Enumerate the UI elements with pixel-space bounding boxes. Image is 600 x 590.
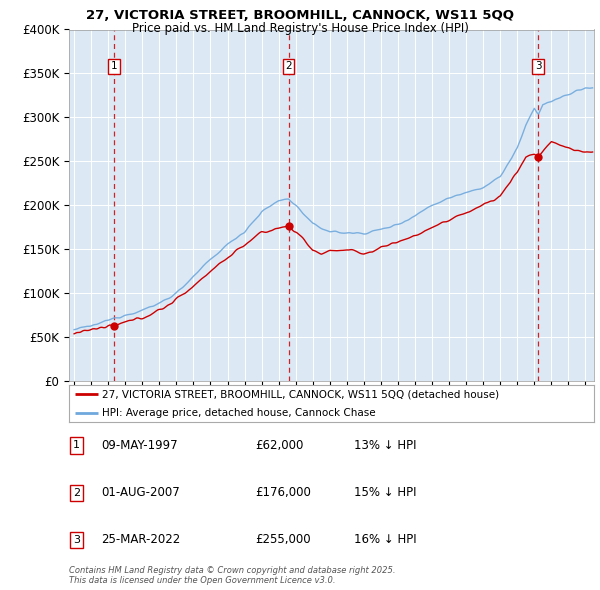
Text: 2: 2 [285,61,292,71]
Text: 3: 3 [73,535,80,545]
Text: £255,000: £255,000 [255,533,311,546]
Text: 16% ↓ HPI: 16% ↓ HPI [354,533,416,546]
Text: 27, VICTORIA STREET, BROOMHILL, CANNOCK, WS11 5QQ: 27, VICTORIA STREET, BROOMHILL, CANNOCK,… [86,9,514,22]
Text: 1: 1 [111,61,118,71]
Text: 25-MAR-2022: 25-MAR-2022 [101,533,180,546]
Text: 13% ↓ HPI: 13% ↓ HPI [354,439,416,452]
Text: HPI: Average price, detached house, Cannock Chase: HPI: Average price, detached house, Cann… [101,408,375,418]
Text: 2: 2 [73,488,80,497]
Text: 1: 1 [73,441,80,450]
Text: 15% ↓ HPI: 15% ↓ HPI [354,486,416,499]
Text: 3: 3 [535,61,542,71]
Text: Price paid vs. HM Land Registry's House Price Index (HPI): Price paid vs. HM Land Registry's House … [131,22,469,35]
Text: 27, VICTORIA STREET, BROOMHILL, CANNOCK, WS11 5QQ (detached house): 27, VICTORIA STREET, BROOMHILL, CANNOCK,… [101,389,499,399]
Text: £176,000: £176,000 [255,486,311,499]
Text: 01-AUG-2007: 01-AUG-2007 [101,486,179,499]
Text: £62,000: £62,000 [255,439,304,452]
Text: Contains HM Land Registry data © Crown copyright and database right 2025.
This d: Contains HM Land Registry data © Crown c… [69,566,395,585]
Text: 09-MAY-1997: 09-MAY-1997 [101,439,178,452]
